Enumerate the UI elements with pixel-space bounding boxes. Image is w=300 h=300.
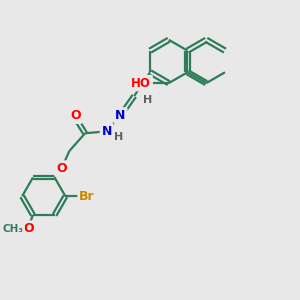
Text: H: H bbox=[143, 95, 153, 105]
Text: N: N bbox=[115, 109, 126, 122]
Text: CH₃: CH₃ bbox=[3, 224, 24, 234]
Text: H: H bbox=[114, 132, 123, 142]
Text: HO: HO bbox=[131, 76, 151, 90]
Text: O: O bbox=[56, 162, 67, 175]
Text: O: O bbox=[70, 109, 81, 122]
Text: Br: Br bbox=[79, 190, 95, 203]
Text: N: N bbox=[101, 125, 112, 138]
Text: O: O bbox=[24, 222, 34, 235]
